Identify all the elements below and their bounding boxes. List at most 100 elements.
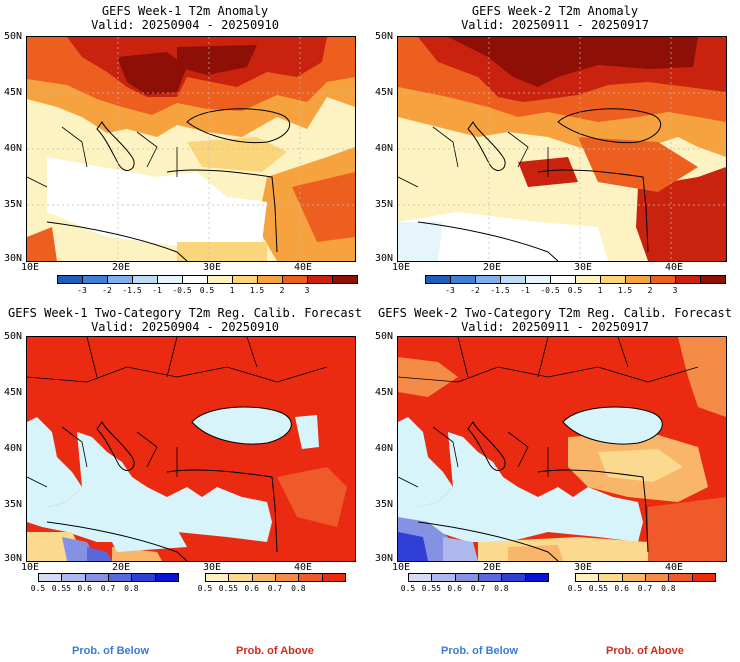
lon-label: 20E	[111, 262, 131, 273]
colorbar-segment	[157, 275, 183, 284]
colorbar-segment	[691, 573, 716, 582]
lon-label: 30E	[202, 562, 222, 573]
lat-label: 30N	[375, 253, 394, 264]
colorbar-tick-label: 3	[304, 286, 310, 295]
lon-label: 10E	[20, 262, 40, 273]
lon-label: 10E	[20, 562, 40, 573]
colorbar-segment	[298, 573, 323, 582]
colorbar-segment	[431, 573, 456, 582]
colorbar-tick-label: 0.8	[124, 584, 139, 593]
colorbar-segment	[131, 573, 156, 582]
colorbar-segment	[282, 275, 308, 284]
colorbar-tick-label: 1	[229, 286, 235, 295]
lon-label: 20E	[482, 262, 502, 273]
colorbar-tick-label: 0.8	[661, 584, 676, 593]
colorbar-tick-label: -1	[520, 286, 530, 295]
colorbar-segment	[82, 275, 108, 284]
colorbar-segment	[321, 573, 346, 582]
colorbar-segment	[232, 275, 258, 284]
lon-label: 40E	[293, 262, 313, 273]
panel-title: GEFS Week-2 T2m Anomaly	[471, 4, 639, 18]
prob-below-colorbar: 0.5 0.55 0.6 0.7 0.8	[401, 573, 549, 595]
colorbar-tick-label: -2	[102, 286, 112, 295]
lat-label: 30N	[4, 253, 23, 264]
lon-label: 20E	[111, 562, 131, 573]
colorbar-segment	[182, 275, 208, 284]
map-frame	[397, 36, 727, 262]
colorbar-segment	[575, 573, 600, 582]
colorbar-tick-label: 0.5	[567, 286, 583, 295]
colorbar-segment	[408, 573, 433, 582]
colorbar-tick-label: -1.5	[122, 286, 142, 295]
colorbar-segment	[38, 573, 63, 582]
colorbar-tick-label: -3	[77, 286, 87, 295]
prob-below-label: Prob. of Below	[441, 645, 518, 657]
colorbar-segment	[525, 275, 551, 284]
lat-label: 40N	[4, 143, 23, 154]
colorbar-tick-label: 0.6	[77, 584, 92, 593]
map-frame	[26, 336, 356, 562]
colorbar-segment	[625, 275, 651, 284]
anomaly-map	[27, 37, 355, 261]
panel-week2-anomaly: GEFS Week-2 T2m Anomaly Valid: 20250911 …	[370, 0, 740, 300]
colorbar-tick-label: 1	[597, 286, 603, 295]
colorbar-segment	[621, 573, 646, 582]
panel-valid-dates: Valid: 20250911 - 20250917	[461, 18, 649, 32]
colorbar-segment	[205, 573, 230, 582]
colorbar-segment	[257, 275, 283, 284]
colorbar-tick-label: 0.6	[244, 584, 259, 593]
colorbar-segment	[450, 275, 476, 284]
lon-label: 40E	[293, 562, 313, 573]
lat-label: 40N	[375, 443, 394, 454]
colorbar-segment	[598, 573, 623, 582]
colorbar-tick-label: 3	[672, 286, 678, 295]
lon-label: 20E	[482, 562, 502, 573]
lat-label: 45N	[4, 387, 23, 398]
lat-label: 30N	[375, 553, 394, 564]
colorbar-tick-label: 0.7	[470, 584, 486, 593]
panel-valid-dates: Valid: 20250904 - 20250910	[91, 320, 279, 334]
map-frame	[397, 336, 727, 562]
lat-label: 40N	[375, 143, 394, 154]
colorbar-tick-label: 0.6	[447, 584, 462, 593]
lat-label: 40N	[4, 443, 23, 454]
colorbar-segment	[500, 275, 526, 284]
colorbar-segment	[425, 275, 451, 284]
colorbar-tick-label: 1.5	[249, 286, 265, 295]
colorbar-tick-label: 0.55	[218, 584, 238, 593]
lat-label: 50N	[4, 331, 23, 342]
lat-label: 30N	[4, 553, 23, 564]
colorbar-tick-label: -0.5	[172, 286, 192, 295]
colorbar-tick-label: 0.55	[421, 584, 441, 593]
anomaly-map	[398, 37, 726, 261]
panel-valid-dates: Valid: 20250904 - 20250910	[91, 18, 279, 32]
colorbar-tick-label: -2	[470, 286, 480, 295]
panel-week1-probability: GEFS Week-1 Two-Category T2m Reg. Calib.…	[0, 300, 370, 600]
lat-label: 45N	[4, 87, 23, 98]
colorbar-segment	[645, 573, 670, 582]
colorbar-segment	[524, 573, 549, 582]
lon-label: 40E	[664, 262, 684, 273]
lat-label: 35N	[4, 199, 23, 210]
lat-label: 35N	[375, 199, 394, 210]
colorbar-segment	[700, 275, 726, 284]
colorbar-segment	[454, 573, 479, 582]
colorbar-segment	[650, 275, 676, 284]
colorbar-tick-label: 0.8	[494, 584, 509, 593]
colorbar-segment	[108, 573, 133, 582]
colorbar-tick-label: 0.5	[199, 286, 215, 295]
lon-label: 40E	[664, 562, 684, 573]
colorbar-tick-label: -1	[152, 286, 162, 295]
colorbar-segment	[57, 275, 83, 284]
anomaly-colorbar: -3 -2 -1.5 -1 -0.5 0.5 1 1.5 2 3	[425, 275, 726, 295]
panel-title: GEFS Week-1 T2m Anomaly	[101, 4, 269, 18]
lat-label: 50N	[4, 31, 23, 42]
lon-label: 10E	[391, 562, 411, 573]
panel-title: GEFS Week-2 Two-Category T2m Reg. Calib.…	[377, 306, 732, 320]
colorbar-tick-label: 0.5	[567, 584, 583, 593]
colorbar-segment	[475, 275, 501, 284]
probability-map	[398, 337, 726, 561]
colorbar-segment	[84, 573, 109, 582]
colorbar-segment	[501, 573, 526, 582]
lat-label: 35N	[375, 499, 394, 510]
